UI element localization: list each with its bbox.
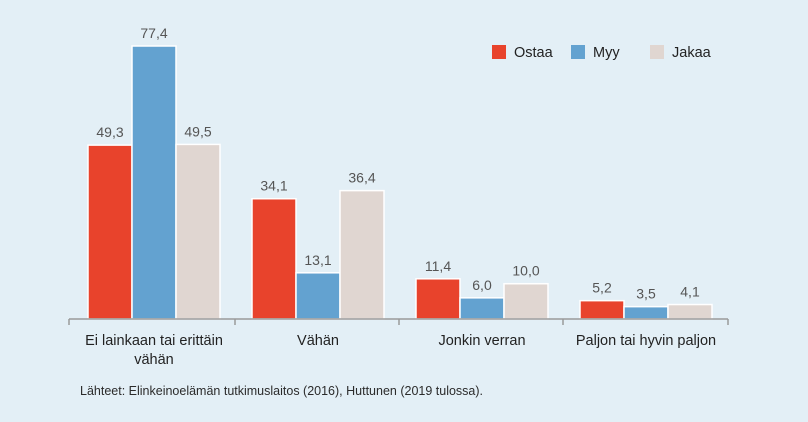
bar-jakaa-0: [175, 143, 221, 320]
value-label-ostaa-0: 49,3: [96, 124, 123, 140]
value-labels-layer: 49,3 34,1 11,4 5,2 77,4 13,1 6,0 3,5 49,5 36,4 10,…: [96, 25, 700, 302]
x-tick-label-0-line1: vähän: [134, 352, 174, 368]
x-tick-label-3: Paljon tai hyvin paljon: [576, 333, 716, 349]
legend-label-ostaa: Ostaa: [514, 45, 554, 61]
legend-swatch-myy: [571, 45, 585, 59]
value-label-jakaa-2: 10,0: [512, 263, 539, 279]
value-label-jakaa-1: 36,4: [348, 170, 375, 186]
legend: Ostaa Myy Jakaa: [492, 45, 712, 61]
value-label-jakaa-3: 4,1: [680, 284, 700, 300]
x-tick-labels: Ei lainkaan tai erittäin vähän Vähän Jonkin…: [85, 333, 716, 368]
bar-jakaa-2: [503, 282, 549, 320]
value-label-jakaa-0: 49,5: [184, 123, 211, 139]
x-tick-label-1: Vähän: [297, 333, 339, 349]
value-label-ostaa-3: 5,2: [592, 280, 612, 296]
value-label-myy-2: 6,0: [472, 277, 492, 293]
legend-label-myy: Myy: [593, 45, 620, 61]
bar-jakaa-1: [339, 189, 385, 320]
bars-layer: [87, 45, 713, 320]
x-tick-label-0-line0: Ei lainkaan tai erittäin: [85, 333, 223, 349]
x-axis: [68, 318, 729, 325]
source-note: Lähteet: Elinkeinoelämän tutkimuslaitos …: [80, 384, 484, 398]
x-tick-label-2: Jonkin verran: [438, 333, 525, 349]
legend-swatch-jakaa: [650, 45, 664, 59]
bar-ostaa-2: [415, 278, 461, 320]
bar-jakaa-3: [667, 303, 713, 320]
value-label-ostaa-1: 34,1: [260, 178, 287, 194]
bar-myy-2: [459, 297, 505, 320]
legend-swatch-ostaa: [492, 45, 506, 59]
bar-myy-1: [295, 272, 341, 320]
value-label-myy-0: 77,4: [140, 25, 167, 41]
value-label-myy-3: 3,5: [636, 286, 656, 302]
bar-myy-3: [623, 305, 669, 320]
legend-label-jakaa: Jakaa: [672, 45, 712, 61]
bar-ostaa-0: [87, 144, 133, 320]
bar-ostaa-3: [579, 299, 625, 320]
value-label-ostaa-2: 11,4: [425, 258, 451, 274]
value-label-myy-1: 13,1: [304, 252, 331, 268]
bar-ostaa-1: [251, 197, 297, 320]
bar-myy-0: [131, 45, 177, 320]
